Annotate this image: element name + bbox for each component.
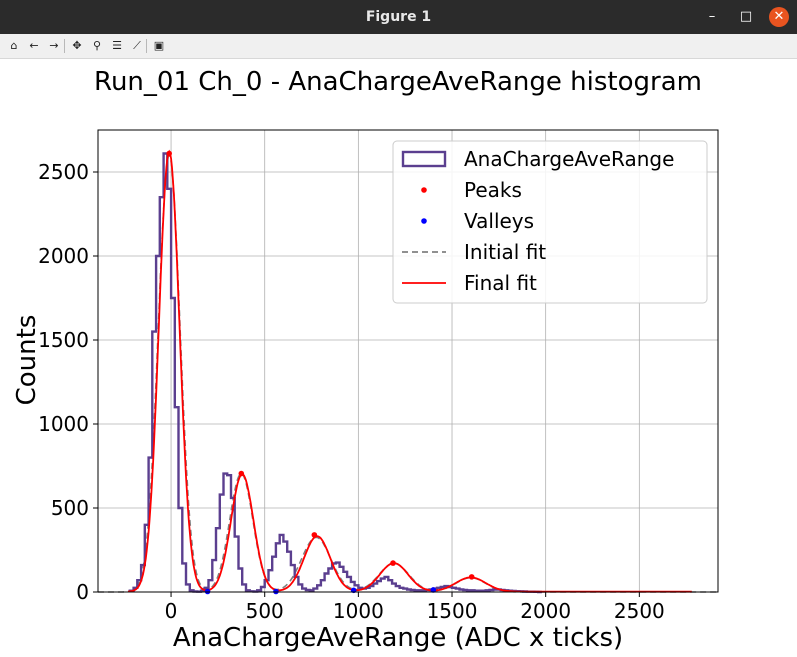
y-tick-label: 0 bbox=[76, 580, 89, 604]
x-tick-label: 1000 bbox=[333, 599, 384, 623]
toolbar-separator bbox=[64, 39, 65, 53]
edit-axis-icon[interactable]: ⟋ bbox=[133, 39, 141, 52]
histogram-chart: Run_01 Ch_0 - AnaChargeAveRange histogra… bbox=[12, 67, 719, 653]
legend-label: AnaChargeAveRange bbox=[464, 147, 674, 171]
x-tick-label: 2500 bbox=[614, 599, 665, 623]
peak-marker bbox=[390, 560, 396, 566]
toolbar-separator bbox=[146, 39, 147, 53]
x-tick-label: 0 bbox=[165, 599, 178, 623]
legend-marker-peaks bbox=[421, 187, 427, 193]
x-tick-label: 2000 bbox=[520, 599, 571, 623]
y-tick-label: 1500 bbox=[38, 328, 89, 352]
peak-marker bbox=[238, 470, 245, 477]
y-tick-label: 1000 bbox=[38, 412, 89, 436]
forward-icon[interactable]: → bbox=[49, 39, 59, 52]
save-icon[interactable]: ▣ bbox=[153, 39, 165, 52]
legend-label: Valleys bbox=[464, 209, 534, 233]
close-button[interactable]: ✕ bbox=[769, 7, 789, 27]
y-tick-label: 2500 bbox=[38, 160, 89, 184]
peak-marker bbox=[166, 150, 172, 157]
configure-subplots-icon[interactable]: ☰ bbox=[112, 39, 122, 52]
peak-marker bbox=[468, 574, 475, 580]
maximize-button[interactable]: □ bbox=[739, 9, 753, 24]
y-axis-label: Counts bbox=[12, 315, 42, 406]
legend-patch-histogram bbox=[401, 150, 447, 168]
chart-title: Run_01 Ch_0 - AnaChargeAveRange histogra… bbox=[94, 67, 702, 97]
window-title: Figure 1 bbox=[365, 9, 432, 25]
navigation-toolbar: ⌂ ← → ✥ ⚲ ☰ ⟋ ▣ bbox=[0, 34, 797, 59]
y-tick-label: 500 bbox=[51, 496, 89, 520]
minimize-button[interactable]: – bbox=[708, 9, 716, 24]
back-icon[interactable]: ← bbox=[29, 39, 39, 52]
legend-label: Initial fit bbox=[464, 240, 546, 264]
x-tick-label: 500 bbox=[246, 599, 284, 623]
legend-label: Final fit bbox=[464, 271, 537, 295]
legend-label: Peaks bbox=[464, 178, 522, 202]
valley-marker bbox=[273, 588, 279, 595]
legend-marker-valleys bbox=[421, 218, 427, 224]
legend: AnaChargeAveRange Peaks Valleys Initial fit… bbox=[392, 140, 708, 304]
zoom-icon[interactable]: ⚲ bbox=[92, 39, 102, 52]
axes: 0 500 1000 1500 2000 2500 0 500 1000 1500 2000 2500 bbox=[38, 129, 719, 623]
valley-marker bbox=[430, 587, 437, 593]
window-titlebar: Figure 1 – □ ✕ bbox=[0, 0, 797, 34]
y-tick-label: 2000 bbox=[38, 244, 89, 268]
x-tick-label: 1500 bbox=[427, 599, 478, 623]
valley-marker bbox=[204, 588, 211, 595]
pan-icon[interactable]: ✥ bbox=[72, 39, 82, 52]
plot-frame bbox=[97, 129, 719, 593]
legend-box bbox=[392, 140, 708, 304]
peak-marker bbox=[311, 532, 318, 538]
home-icon[interactable]: ⌂ bbox=[10, 39, 18, 52]
x-axis-label: AnaChargeAveRange (ADC x ticks) bbox=[173, 623, 623, 653]
